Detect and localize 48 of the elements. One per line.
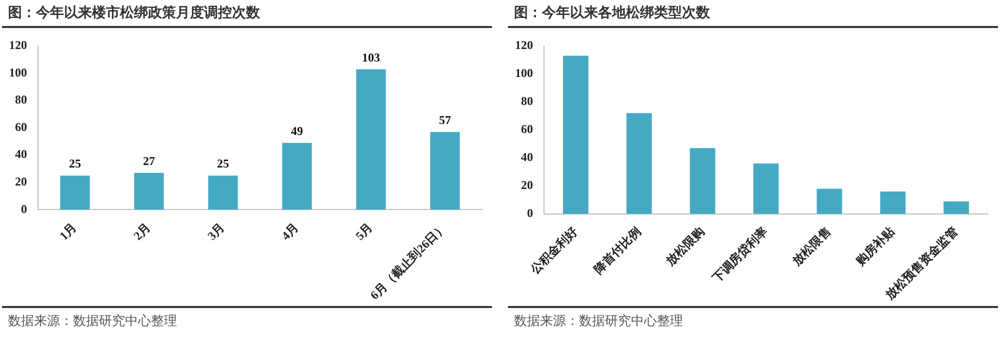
y-tick-label: 80 <box>15 92 27 107</box>
bar <box>753 164 779 214</box>
data-label: 25 <box>69 156 81 171</box>
x-tick-label: 4月 <box>278 220 302 243</box>
x-tick-label: 2月 <box>130 220 154 243</box>
y-tick-label: 40 <box>15 147 27 162</box>
x-tick-label: 放松限购 <box>662 224 707 269</box>
x-tick-label: 1月 <box>56 220 80 243</box>
bar <box>816 188 842 214</box>
bar <box>430 132 460 210</box>
bar <box>208 176 238 210</box>
bar <box>282 142 312 210</box>
x-tick-label: 放松限售 <box>789 224 834 269</box>
bar <box>944 201 969 214</box>
bar <box>60 176 90 210</box>
data-label: 49 <box>291 124 303 138</box>
y-tick-label: 20 <box>521 178 533 192</box>
y-tick-label: 120 <box>515 38 533 52</box>
source-note: 数据来源：数据研究中心整理 <box>2 308 492 334</box>
y-tick-label: 60 <box>521 122 533 136</box>
data-label: 25 <box>217 156 229 171</box>
y-tick-label: 0 <box>21 202 27 216</box>
chart-title: 图：今年以来各地松绑类型次数 <box>508 2 998 28</box>
bar <box>356 69 386 210</box>
y-tick-label: 60 <box>15 120 27 134</box>
y-tick-label: 20 <box>15 174 27 189</box>
x-tick-label: 3月 <box>204 220 228 243</box>
y-tick-label: 0 <box>527 206 533 220</box>
bar <box>690 148 716 214</box>
bar <box>134 172 164 210</box>
x-tick-label: 降首付比例 <box>591 224 644 277</box>
y-tick-label: 120 <box>9 38 27 52</box>
x-tick-label: 购房补贴 <box>852 224 898 269</box>
x-tick-label: 公积金利好 <box>526 224 580 278</box>
data-label: 103 <box>362 50 380 64</box>
y-tick-label: 80 <box>521 94 533 108</box>
y-tick-label: 100 <box>9 65 27 80</box>
chart-title: 图：今年以来楼市松绑政策月度调控次数 <box>2 2 492 28</box>
data-label: 57 <box>439 113 451 128</box>
x-tick-label: 5月 <box>352 220 376 243</box>
y-tick-label: 100 <box>515 66 533 80</box>
bar <box>880 192 906 214</box>
bar <box>626 113 652 214</box>
x-tick-label: 下调房贷利率 <box>708 224 770 286</box>
data-label: 27 <box>143 154 155 168</box>
y-tick-label: 40 <box>521 150 533 164</box>
source-note: 数据来源：数据研究中心整理 <box>508 308 998 334</box>
bar <box>563 56 588 214</box>
